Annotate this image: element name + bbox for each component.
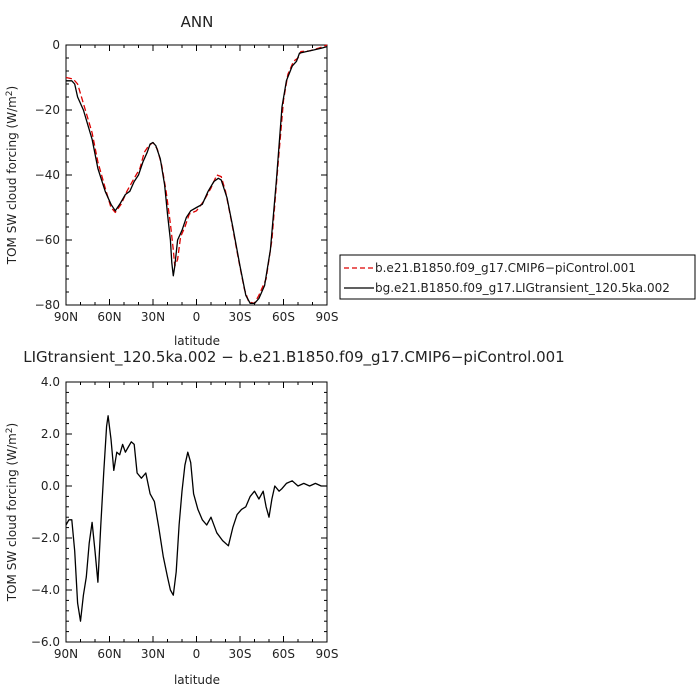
x-tick-label: 30S	[229, 647, 252, 661]
series-line-0	[65, 415, 327, 622]
plot-area: 90N 60N 30N 0 30S 60S 90S 4.0 2.0 0.0 −2.0 −4.0 −6.0	[31, 375, 339, 661]
x-tick-label: 30N	[141, 310, 165, 324]
chart-title: LIGtransient_120.5ka.002 − b.e21.B1850.f…	[23, 348, 564, 367]
x-axis-label: latitude	[174, 673, 220, 687]
plot-area: 90N 60N 30N 0 30S 60S 90S 0 −20 −40 −60 −80	[35, 38, 339, 324]
y-tick-label: 4.0	[41, 375, 60, 389]
y-tick-label: 0.0	[41, 479, 60, 493]
x-tick-label: 90S	[316, 647, 339, 661]
legend-box	[339, 254, 696, 300]
x-axis-label: latitude	[174, 334, 220, 348]
x-tick-label: 30S	[229, 310, 252, 324]
x-tick-label: 0	[193, 647, 201, 661]
legend-label-control: b.e21.B1850.f09_g17.CMIP6−piControl.001	[375, 261, 636, 275]
y-tick-label: 0	[52, 38, 60, 52]
x-tick-label: 90S	[316, 310, 339, 324]
y-tick-label: −6.0	[31, 635, 60, 649]
x-tick-label: 60N	[97, 647, 121, 661]
plot-frame	[65, 44, 328, 306]
y-axis-label: TOM SW cloud forcing (W/m2)	[5, 423, 19, 602]
legend-label-lig: bg.e21.B1850.f09_g17.LIGtransient_120.5k…	[375, 281, 670, 295]
chart-title: ANN	[181, 13, 214, 31]
x-tick-label: 30N	[141, 647, 165, 661]
x-tick-label: 60S	[272, 310, 295, 324]
plot-frame	[65, 381, 328, 643]
x-tick-label: 90N	[54, 647, 78, 661]
y-axis-label: TOM SW cloud forcing (W/m2)	[5, 86, 19, 265]
y-tick-label: −40	[35, 168, 60, 182]
x-tick-label: 90N	[54, 310, 78, 324]
legend: b.e21.B1850.f09_g17.CMIP6−piControl.001 …	[339, 254, 696, 300]
y-tick-label: −80	[35, 298, 60, 312]
y-tick-label: 2.0	[41, 427, 60, 441]
panel-ann: ANN 90N 60N 30N 0 30S 60S 90S 0 −20 −40 −60 −80 lat…	[5, 13, 696, 348]
y-tick-label: −60	[35, 233, 60, 247]
x-tick-label: 60S	[272, 647, 295, 661]
x-tick-label: 0	[193, 310, 201, 324]
series-line-1	[66, 45, 328, 305]
x-tick-label: 60N	[97, 310, 121, 324]
y-tick-label: −2.0	[31, 531, 60, 545]
series-line-0	[65, 44, 328, 305]
y-tick-label: −4.0	[31, 583, 60, 597]
y-tick-label: −20	[35, 103, 60, 117]
panel-difference: LIGtransient_120.5ka.002 − b.e21.B1850.f…	[5, 348, 565, 687]
